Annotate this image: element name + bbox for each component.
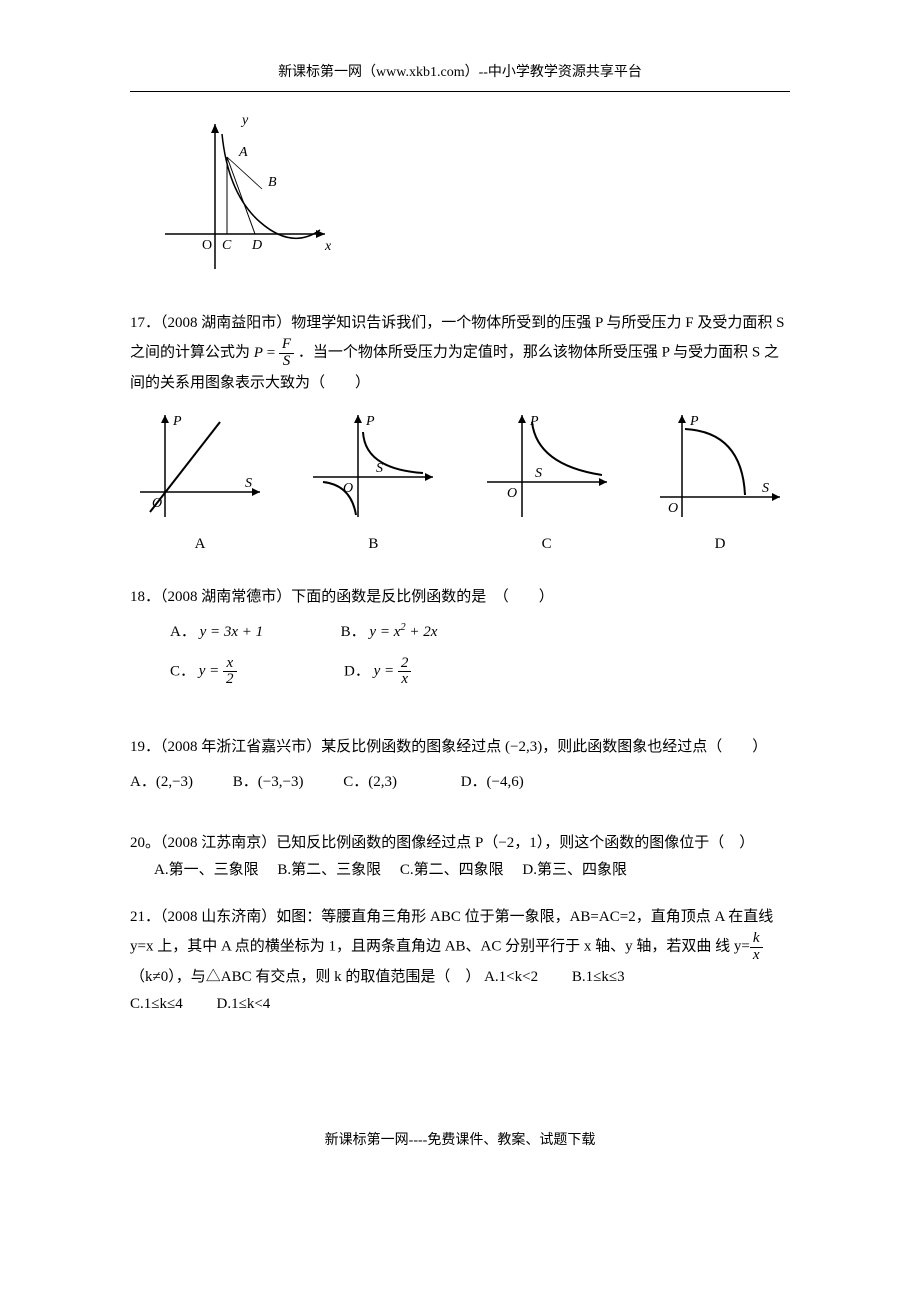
point-d: D (251, 238, 262, 253)
q21-line2-post: （k≠0），与△ABC 有交点，则 k 的取值范围是（ ） (130, 969, 480, 985)
plot-label-b: B (303, 531, 443, 558)
q21-d: D.1≤k<4 (217, 996, 271, 1012)
svg-text:S: S (245, 476, 252, 491)
plot-label-d: D (650, 531, 790, 558)
plot-label-a: A (130, 531, 270, 558)
question-21: 21．（2008 山东济南）如图：等腰直角三角形 ABC 位于第一象限，AB=A… (130, 904, 790, 1018)
q17-plot-c: P S O C (477, 407, 617, 558)
q19-d: D．(−4,6) (461, 774, 524, 790)
q18-b-label: B． (341, 624, 366, 640)
q19-b: B．(−3,−3) (233, 774, 304, 790)
q21-line1: 21．（2008 山东济南）如图：等腰直角三角形 ABC 位于第一象限，AB=A… (130, 909, 773, 955)
q17-plot-b: P S O B (303, 407, 443, 558)
q19-text: 19．（2008 年浙江省嘉兴市）某反比例函数的图象经过点 (−2,3)，则此函… (130, 739, 767, 755)
q20-b: B.第二、三象限 (277, 862, 381, 878)
q20-text: 20。（2008 江苏南京）已知反比例函数的图像经过点 P（−2，1），则这个函… (130, 835, 754, 851)
q17-plots: P S O A P S O B (130, 407, 790, 558)
svg-text:P: P (529, 414, 539, 429)
q19-c: C．(2,3) (343, 774, 397, 790)
q18-b-formula: y = x2 + 2x (369, 624, 437, 640)
point-a: A (238, 145, 248, 160)
svg-text:S: S (535, 466, 542, 481)
point-b: B (268, 175, 277, 190)
q20-d: D.第三、四象限 (522, 862, 627, 878)
q21-c: C.1≤k≤4 (130, 996, 183, 1012)
q18-d-label: D． (344, 663, 370, 679)
q18-text: 18．（2008 湖南常德市）下面的函数是反比例函数的是 （ ） (130, 589, 554, 605)
question-20: 20。（2008 江苏南京）已知反比例函数的图像经过点 P（−2，1），则这个函… (130, 830, 790, 884)
q21-line2-pre: 线 y= (715, 939, 750, 955)
svg-text:S: S (376, 461, 383, 476)
page-footer: 新课标第一网----免费课件、教案、试题下载 (130, 1128, 790, 1153)
question-18: 18．（2008 湖南常德市）下面的函数是反比例函数的是 （ ） A． y = … (130, 584, 790, 689)
q18-a-label: A． (170, 624, 196, 640)
question-19: 19．（2008 年浙江省嘉兴市）某反比例函数的图象经过点 (−2,3)，则此函… (130, 734, 790, 796)
axis-label-x: x (324, 239, 332, 254)
origin-label: O (202, 238, 212, 253)
svg-text:P: P (689, 414, 699, 429)
svg-text:P: P (172, 414, 182, 429)
figure-q16: y x O C D A B (160, 114, 790, 284)
axis-label-y: y (240, 114, 249, 128)
q17-plot-a: P S O A (130, 407, 270, 558)
q18-c-label: C． (170, 663, 195, 679)
question-17: 17．（2008 湖南益阳市）物理学知识告诉我们，一个物体所受到的压强 P 与所… (130, 310, 790, 397)
q17-plot-d: P S O D (650, 407, 790, 558)
page-header: 新课标第一网（www.xkb1.com）--中小学教学资源共享平台 (130, 60, 790, 92)
q21-a: A.1<k<2 (484, 969, 538, 985)
q17-formula-lhs: P (254, 345, 263, 361)
q17-formula-frac: F S (279, 337, 294, 370)
point-c: C (222, 238, 232, 253)
q18-a-formula: y = 3x + 1 (200, 624, 264, 640)
svg-text:S: S (762, 481, 769, 496)
svg-text:O: O (343, 481, 353, 496)
svg-text:O: O (668, 501, 678, 516)
svg-text:O: O (152, 496, 162, 511)
svg-text:O: O (507, 486, 517, 501)
q20-a: A.第一、三象限 (154, 862, 259, 878)
q20-c: C.第二、四象限 (400, 862, 504, 878)
q19-a: A．(2,−3) (130, 774, 193, 790)
q21-b: B.1≤k≤3 (572, 969, 625, 985)
plot-label-c: C (477, 531, 617, 558)
svg-text:P: P (365, 414, 375, 429)
